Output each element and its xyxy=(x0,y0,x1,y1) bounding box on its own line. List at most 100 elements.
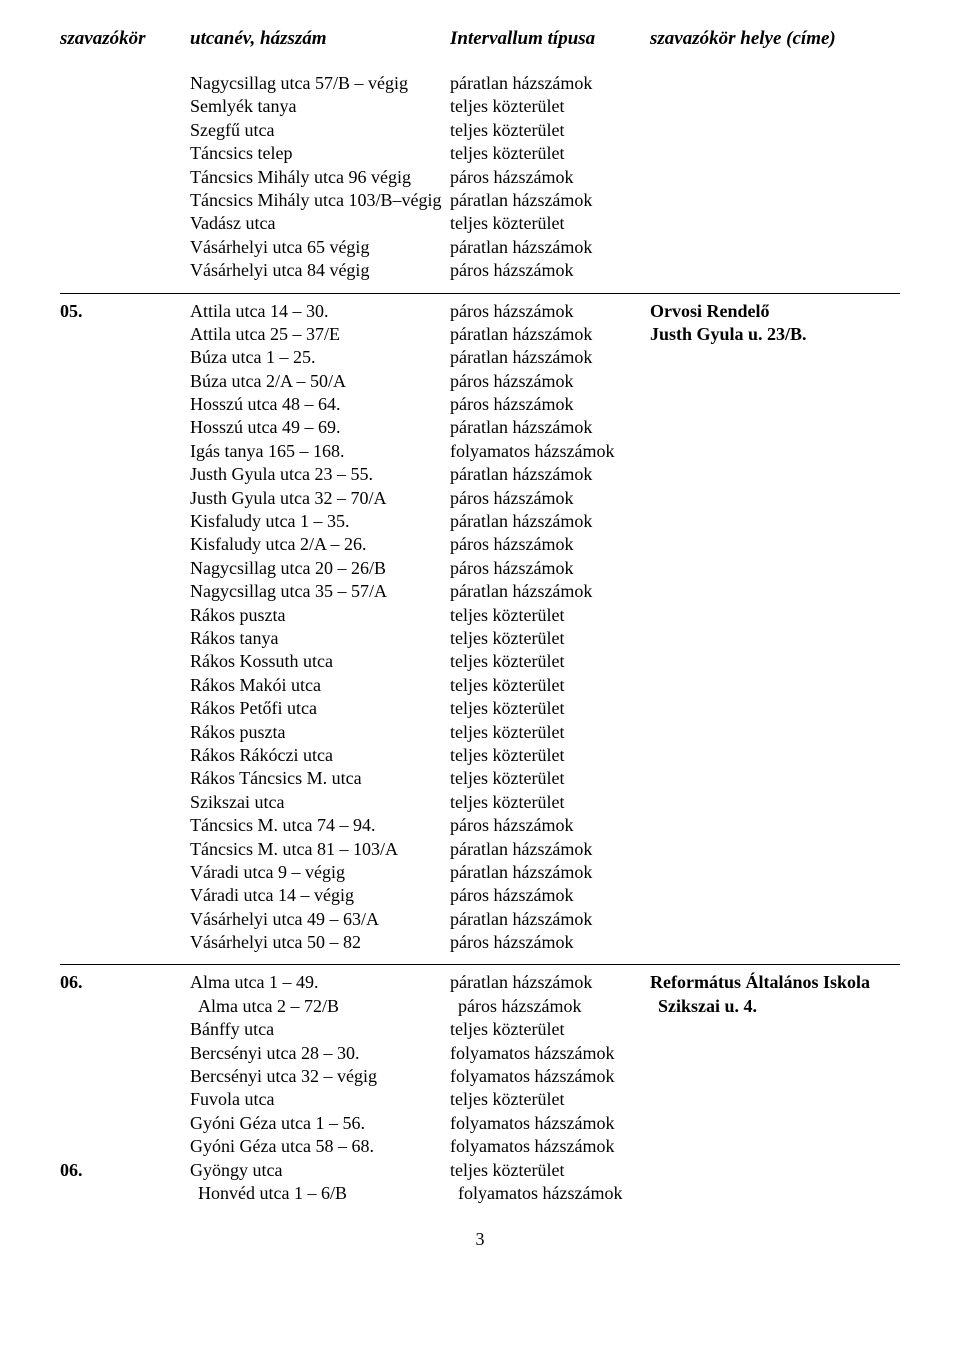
cell-location xyxy=(650,861,900,884)
cell-address: Rákos Táncsics M. utca xyxy=(190,767,450,790)
cell-location xyxy=(650,814,900,837)
cell-location xyxy=(650,1088,900,1111)
cell-address: Gyöngy utca xyxy=(190,1159,450,1182)
cell-district-number: 06. xyxy=(60,971,190,994)
header-col-location: szavazókör helye (címe) xyxy=(650,28,900,50)
cell-location xyxy=(650,370,900,393)
cell-interval: páros házszámok xyxy=(450,300,650,323)
table-row: Táncsics M. utca 81 – 103/Apáratlan házs… xyxy=(60,838,900,861)
cell-address: Gyóni Géza utca 1 – 56. xyxy=(190,1112,450,1135)
cell-interval: páratlan házszámok xyxy=(450,463,650,486)
cell-district-number: 06. xyxy=(60,1159,190,1182)
cell-district-number xyxy=(60,189,190,212)
cell-interval: páros házszámok xyxy=(450,370,650,393)
cell-interval: páratlan házszámok xyxy=(450,236,650,259)
cell-district-number xyxy=(60,674,190,697)
cell-location xyxy=(650,1159,900,1182)
table-row: Rákos Kossuth utcateljes közterület xyxy=(60,650,900,673)
cell-district-number xyxy=(60,142,190,165)
cell-interval: teljes közterület xyxy=(450,1018,650,1041)
table-row: Rákos tanyateljes közterület xyxy=(60,627,900,650)
cell-location xyxy=(650,212,900,235)
table-row: 06.Alma utca 1 – 49.páratlan házszámokRe… xyxy=(60,971,900,994)
table-row: Bánffy utcateljes közterület xyxy=(60,1018,900,1041)
cell-district-number xyxy=(60,323,190,346)
cell-location xyxy=(650,580,900,603)
cell-address: Gyóni Géza utca 58 – 68. xyxy=(190,1135,450,1158)
cell-location xyxy=(650,72,900,95)
table-row: Gyóni Géza utca 58 – 68.folyamatos házsz… xyxy=(60,1135,900,1158)
cell-location xyxy=(650,1112,900,1135)
cell-district-number xyxy=(60,1065,190,1088)
table-row: 05.Attila utca 14 – 30.páros házszámokOr… xyxy=(60,300,900,323)
cell-district-number xyxy=(60,370,190,393)
cell-address: Táncsics Mihály utca 96 végig xyxy=(190,166,450,189)
cell-address: Táncsics M. utca 81 – 103/A xyxy=(190,838,450,861)
cell-address: Rákos Kossuth utca xyxy=(190,650,450,673)
cell-interval: teljes közterület xyxy=(450,767,650,790)
cell-interval: páros házszámok xyxy=(450,557,650,580)
cell-address: Szikszai utca xyxy=(190,791,450,814)
cell-address: Vásárhelyi utca 84 végig xyxy=(190,259,450,282)
cell-district-number xyxy=(60,814,190,837)
cell-address: Szegfű utca xyxy=(190,119,450,142)
cell-district-number xyxy=(60,1018,190,1041)
table-row: Hosszú utca 48 – 64.páros házszámok xyxy=(60,393,900,416)
cell-interval: teljes közterület xyxy=(450,721,650,744)
cell-address: Attila utca 14 – 30. xyxy=(190,300,450,323)
cell-address: Búza utca 2/A – 50/A xyxy=(190,370,450,393)
cell-interval: teljes közterület xyxy=(450,1088,650,1111)
cell-district-number xyxy=(60,393,190,416)
district-block: 06.Alma utca 1 – 49.páratlan házszámokRe… xyxy=(60,971,900,1205)
table-row: Rákos Petőfi utcateljes közterület xyxy=(60,697,900,720)
cell-district-number xyxy=(60,1088,190,1111)
cell-address: Rákos tanya xyxy=(190,627,450,650)
cell-address: Búza utca 1 – 25. xyxy=(190,346,450,369)
cell-address: Hosszú utca 49 – 69. xyxy=(190,416,450,439)
cell-district-number xyxy=(60,463,190,486)
cell-district-number xyxy=(60,744,190,767)
cell-interval: páros házszámok xyxy=(450,931,650,954)
cell-address: Nagycsillag utca 20 – 26/B xyxy=(190,557,450,580)
cell-district-number xyxy=(60,884,190,907)
cell-interval: teljes közterület xyxy=(450,650,650,673)
cell-interval: folyamatos házszámok xyxy=(450,1112,650,1135)
cell-location xyxy=(650,416,900,439)
page-number: 3 xyxy=(60,1229,900,1250)
table-header: szavazókör utcanév, házszám Intervallum … xyxy=(60,28,900,50)
cell-district-number xyxy=(60,721,190,744)
table-row: Búza utca 1 – 25.páratlan házszámok xyxy=(60,346,900,369)
cell-interval: teljes közterület xyxy=(450,744,650,767)
cell-address: Fuvola utca xyxy=(190,1088,450,1111)
cell-location xyxy=(650,838,900,861)
cell-district-number xyxy=(60,838,190,861)
cell-interval: folyamatos házszámok xyxy=(450,1042,650,1065)
cell-location xyxy=(650,259,900,282)
cell-interval: páratlan házszámok xyxy=(450,510,650,533)
cell-interval: folyamatos házszámok xyxy=(450,1065,650,1088)
cell-interval: páratlan házszámok xyxy=(450,416,650,439)
cell-address: Kisfaludy utca 2/A – 26. xyxy=(190,533,450,556)
table-row: Táncsics Mihály utca 96 végigpáros házsz… xyxy=(60,166,900,189)
cell-interval: teljes közterület xyxy=(450,212,650,235)
cell-district-number xyxy=(60,1042,190,1065)
cell-location xyxy=(650,697,900,720)
cell-district-number xyxy=(60,212,190,235)
table-row: Rákos Táncsics M. utcateljes közterület xyxy=(60,767,900,790)
cell-district-number xyxy=(60,346,190,369)
cell-location xyxy=(650,744,900,767)
cell-address: Alma utca 2 – 72/B xyxy=(190,995,458,1018)
cell-address: Igás tanya 165 – 168. xyxy=(190,440,450,463)
cell-interval: páratlan házszámok xyxy=(450,861,650,884)
table-row: Justh Gyula utca 32 – 70/Apáros házszámo… xyxy=(60,487,900,510)
header-col-address: utcanév, házszám xyxy=(190,28,450,50)
table-row: Bercsényi utca 32 – végigfolyamatos házs… xyxy=(60,1065,900,1088)
cell-location xyxy=(650,463,900,486)
cell-interval: teljes közterület xyxy=(450,1159,650,1182)
cell-district-number xyxy=(60,557,190,580)
table-row: Táncsics telepteljes közterület xyxy=(60,142,900,165)
table-row: Semlyék tanyateljes közterület xyxy=(60,95,900,118)
cell-location: Orvosi Rendelő xyxy=(650,300,900,323)
table-row: 06.Gyöngy utcateljes közterület xyxy=(60,1159,900,1182)
cell-address: Váradi utca 14 – végig xyxy=(190,884,450,907)
